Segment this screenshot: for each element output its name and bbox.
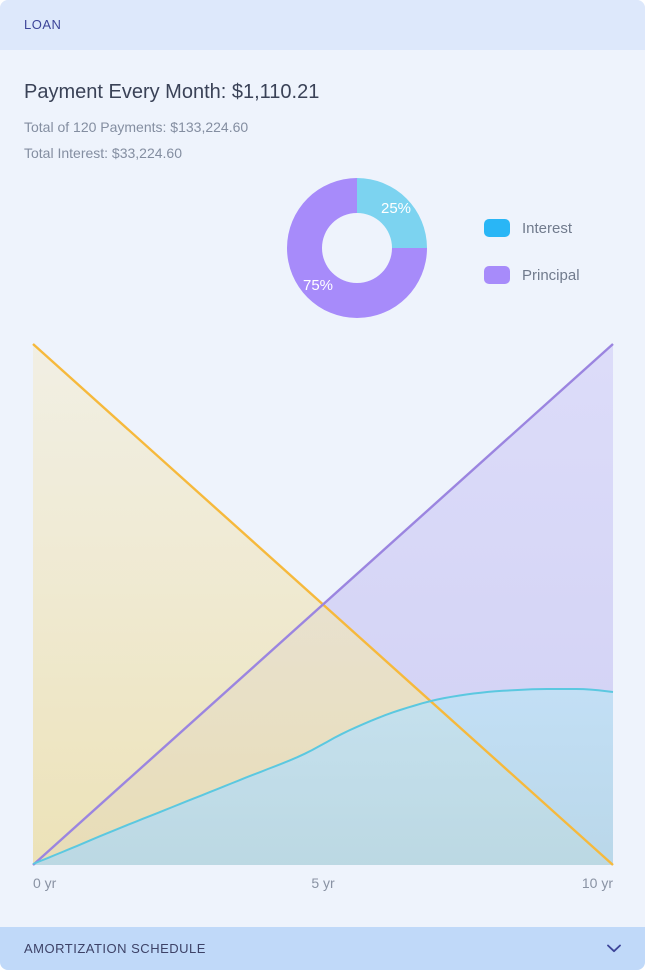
svg-text:0 yr: 0 yr xyxy=(33,875,57,891)
svg-text:10 yr: 10 yr xyxy=(582,875,613,891)
svg-text:5 yr: 5 yr xyxy=(311,875,335,891)
